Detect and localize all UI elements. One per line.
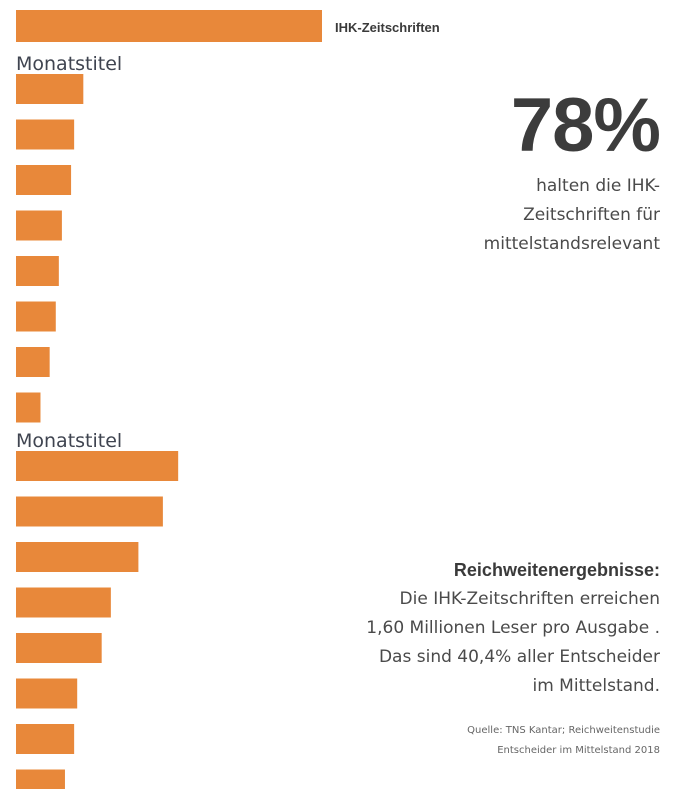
stat-line: halten die IHK- — [536, 176, 660, 196]
group-1-bar — [16, 256, 59, 286]
group-2-bar — [16, 542, 139, 572]
group-2-bar — [16, 724, 75, 754]
group-1-bar — [16, 165, 72, 195]
reach-line: Das sind 40,4% aller Entscheider — [378, 647, 660, 667]
ihk-bar-label: IHK-Zeitschriften — [335, 20, 440, 35]
group-1-bar — [16, 74, 84, 104]
source-line: Quelle: TNS Kantar; Reichweitenstudie — [467, 725, 660, 736]
group-2-bar — [16, 496, 163, 527]
ihk-bar — [16, 10, 322, 42]
group-label: Monatstitel — [16, 53, 122, 75]
source-note: Quelle: TNS Kantar; Reichweitenstudie En… — [320, 721, 660, 761]
stat-line: mittelstandsrelevant — [483, 234, 660, 254]
group-2-bar — [16, 633, 102, 663]
group-1-bar — [16, 301, 56, 332]
group-label: Monatstitel — [16, 430, 122, 452]
group-2-bar — [16, 451, 179, 481]
group-1-bar — [16, 392, 41, 423]
group-2-bar — [16, 769, 65, 789]
group-1-bar — [16, 347, 50, 377]
reach-results: Reichweitenergebnisse: Die IHK-Zeitschri… — [260, 556, 660, 701]
reach-title: Reichweitenergebnisse: — [453, 560, 660, 580]
source-line: Entscheider im Mittelstand 2018 — [497, 745, 660, 756]
group-2-bar — [16, 587, 111, 618]
reach-line: Die IHK-Zeitschriften erreichen — [399, 589, 660, 609]
stat-description: halten die IHK- Zeitschriften für mittel… — [400, 172, 660, 259]
group-2-bar — [16, 678, 78, 709]
reach-line: 1,60 Millionen Leser pro Ausgabe . — [366, 618, 660, 638]
group-1-bar — [16, 119, 75, 150]
group-1-bar — [16, 210, 62, 241]
stat-line: Zeitschriften für — [523, 205, 660, 225]
reach-line: im Mittelstand. — [532, 676, 661, 696]
stat-percentage: 78% — [510, 83, 661, 168]
